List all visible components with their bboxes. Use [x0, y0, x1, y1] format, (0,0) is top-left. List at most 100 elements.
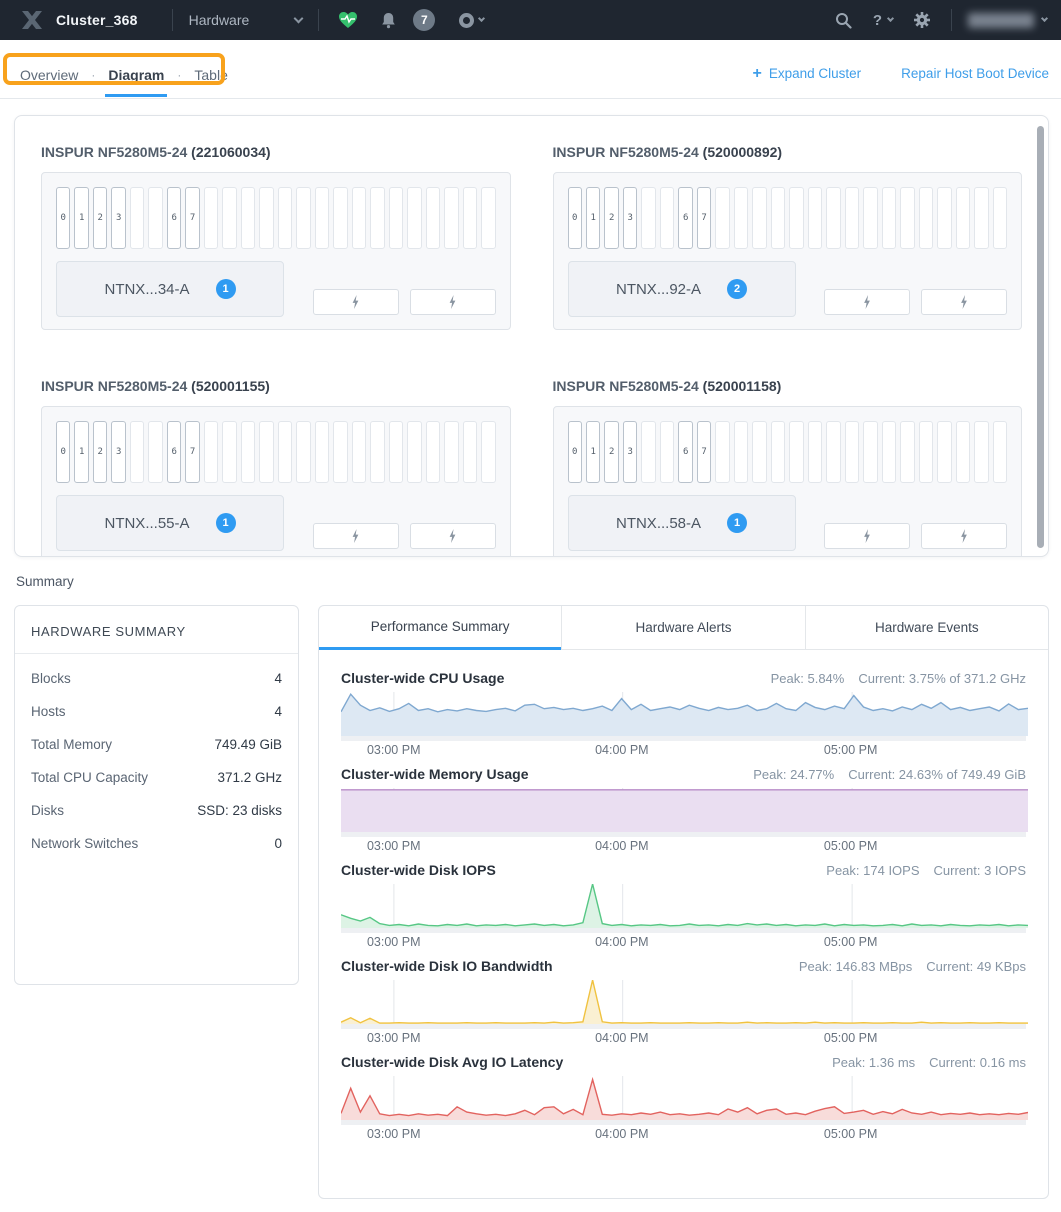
disk-slot-0[interactable]: 0: [567, 187, 582, 249]
host-node[interactable]: NTNX...55-A 1: [56, 495, 284, 551]
tab-performance-summary[interactable]: Performance Summary: [319, 606, 562, 650]
empty-slot: [992, 421, 1008, 483]
chart-axis-strip: [341, 928, 1026, 933]
x-tick-label: 03:00 PM: [366, 1031, 421, 1045]
user-name-redacted: [968, 12, 1034, 28]
empty-slot: [918, 421, 934, 483]
empty-slot: [770, 187, 786, 249]
host-label: NTNX...92-A: [615, 280, 702, 298]
chart-x-axis: 03:00 PM 04:00 PM 05:00 PM: [341, 839, 1026, 856]
disk-slot-1[interactable]: 1: [74, 421, 89, 483]
vm-ring-icon[interactable]: [453, 7, 479, 33]
tab-hardware-events[interactable]: Hardware Events: [804, 606, 1048, 650]
empty-slot: [641, 421, 656, 483]
x-tick-label: 03:00 PM: [366, 1127, 421, 1141]
disk-slot-2[interactable]: 2: [604, 187, 619, 249]
x-tick-label: 04:00 PM: [595, 839, 649, 853]
block-model: INSPUR NF5280M5-24: [41, 144, 192, 160]
disk-slot-3[interactable]: 3: [622, 187, 638, 249]
nutanix-logo-icon[interactable]: [20, 9, 46, 31]
summary-row-hosts: Hosts 4: [31, 695, 282, 728]
chart-meta: Peak: 5.84% Current: 3.75% of 371.2 GHz: [771, 671, 1026, 686]
disk-slot-2[interactable]: 2: [92, 187, 108, 249]
disk-slot-7[interactable]: 7: [696, 187, 712, 249]
disk-slot-1[interactable]: 1: [74, 187, 89, 249]
hardware-menu-dropdown[interactable]: Hardware: [189, 12, 304, 28]
empty-slot: [789, 187, 804, 249]
psu-unit: [409, 523, 496, 549]
view-tab-diagram[interactable]: Diagram: [105, 67, 168, 97]
empty-slot: [844, 421, 860, 483]
block-bottom-row: NTNX...55-A 1: [56, 495, 496, 551]
summary-row-label: Blocks: [31, 671, 71, 686]
x-tick-label: 03:00 PM: [366, 743, 421, 757]
search-icon[interactable]: [831, 7, 857, 33]
action-repair-host-boot-device[interactable]: Repair Host Boot Device: [901, 66, 1049, 81]
summary-row-network-switches: Network Switches 0: [31, 827, 282, 860]
help-menu[interactable]: ?: [872, 11, 895, 29]
disk-slot-7[interactable]: 7: [185, 421, 200, 483]
user-menu[interactable]: [968, 12, 1049, 28]
empty-slot: [974, 187, 989, 249]
view-switcher-bar: Overview · Diagram · Table + Expand Cluster Re…: [0, 40, 1061, 99]
disk-slot-0[interactable]: 0: [56, 187, 71, 249]
summary-row-value: 4: [274, 704, 282, 719]
health-heart-icon[interactable]: [335, 7, 361, 33]
x-tick-label: 04:00 PM: [595, 935, 649, 949]
host-node[interactable]: NTNX...58-A 1: [567, 495, 796, 551]
empty-slot: [203, 187, 219, 249]
tasks-count-badge[interactable]: 7: [413, 9, 436, 31]
empty-slot: [129, 187, 145, 249]
disk-slot-0[interactable]: 0: [56, 421, 71, 483]
empty-slot: [826, 421, 841, 483]
empty-slot: [203, 421, 219, 483]
x-tick-label: 05:00 PM: [823, 935, 878, 949]
host-label: NTNX...34-A: [104, 280, 190, 298]
cluster-name[interactable]: Cluster_368: [56, 12, 138, 28]
chart-x-axis: 03:00 PM 04:00 PM 05:00 PM: [341, 935, 1026, 952]
disk-slot-3[interactable]: 3: [111, 421, 126, 483]
action-label: Repair Host Boot Device: [901, 66, 1049, 81]
disk-slot-6[interactable]: 6: [166, 187, 182, 249]
disk-slot-6[interactable]: 6: [678, 421, 693, 483]
chevron-down-icon[interactable]: [478, 14, 486, 23]
chart-peak-value: Peak: 174 IOPS: [826, 863, 920, 878]
view-tab-overview[interactable]: Overview: [20, 67, 79, 83]
empty-slot: [881, 421, 897, 483]
disk-slot-7[interactable]: 7: [696, 421, 712, 483]
chart-meta: Peak: 1.36 ms Current: 0.16 ms: [832, 1055, 1026, 1070]
empty-slot: [974, 421, 989, 483]
psu-group: [824, 289, 1007, 317]
disk-slot-6[interactable]: 6: [166, 421, 182, 483]
disk-slot-2[interactable]: 2: [92, 421, 108, 483]
vertical-scrollbar[interactable]: [1037, 126, 1044, 548]
divider: [171, 9, 173, 31]
disk-slot-1[interactable]: 1: [585, 421, 601, 483]
disk-slot-0[interactable]: 0: [567, 421, 582, 483]
empty-slot: [333, 421, 348, 483]
action-expand-cluster[interactable]: + Expand Cluster: [753, 65, 862, 81]
view-tab-table[interactable]: Table: [194, 67, 228, 83]
disk-slot-1[interactable]: 1: [585, 187, 601, 249]
disk-slot-6[interactable]: 6: [678, 187, 693, 249]
summary-row-total-cpu-capacity: Total CPU Capacity 371.2 GHz: [31, 761, 282, 794]
empty-slot: [752, 187, 767, 249]
disk-slot-3[interactable]: 3: [111, 187, 126, 249]
empty-slot: [351, 421, 367, 483]
tab-hardware-alerts[interactable]: Hardware Alerts: [561, 606, 805, 650]
divider: [951, 9, 952, 31]
host-node[interactable]: NTNX...92-A 2: [567, 261, 796, 317]
lightning-bolt-icon: [352, 295, 359, 309]
alerts-bell-icon[interactable]: [375, 7, 401, 33]
help-label: ?: [872, 11, 882, 29]
chart-meta: Peak: 146.83 MBps Current: 49 KBps: [799, 959, 1026, 974]
disk-slot-2[interactable]: 2: [604, 421, 619, 483]
x-tick-label: 04:00 PM: [595, 1127, 649, 1141]
gear-icon[interactable]: [909, 7, 935, 33]
lightning-bolt-icon: [864, 295, 870, 309]
host-node[interactable]: NTNX...34-A 1: [56, 261, 284, 317]
block-serial: (520000892): [702, 144, 783, 160]
disk-slot-3[interactable]: 3: [622, 421, 638, 483]
disk-slot-7[interactable]: 7: [185, 187, 200, 249]
